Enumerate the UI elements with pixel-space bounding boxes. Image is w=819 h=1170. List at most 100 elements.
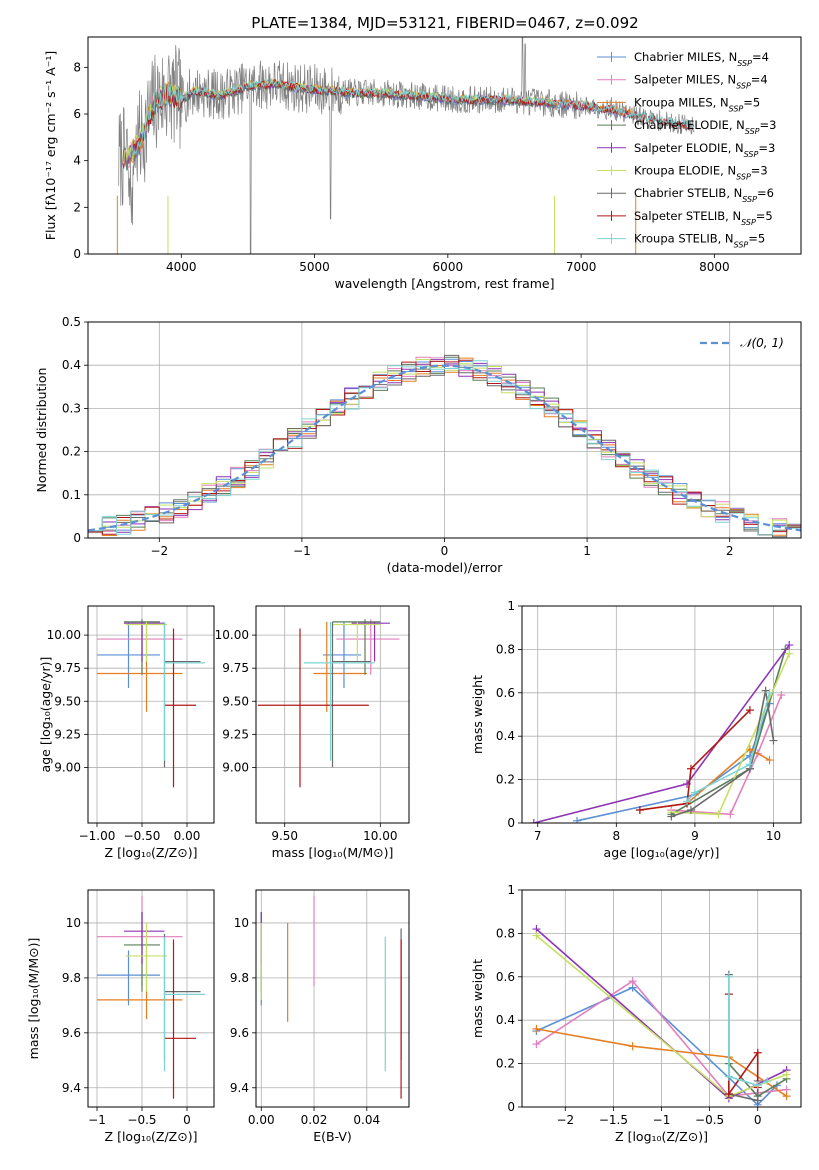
histogram-salpeter-stelib [88, 359, 801, 536]
y-tick-label: 9.75 [222, 661, 249, 675]
y-axis-label: mass [log₁₀(M/M⊙)] [26, 938, 41, 1060]
errorbar-chabrier-miles [97, 950, 160, 1006]
y-tick-label: 2 [73, 200, 81, 214]
x-axis-label: E(B-V) [313, 1129, 352, 1144]
errorbar-chabrier-stelib [331, 621, 371, 768]
series-line-salpeter-miles [671, 694, 783, 816]
series-point [667, 812, 676, 821]
series-point [753, 1048, 762, 1057]
y-tick-label: 9.00 [54, 760, 81, 774]
series-point [690, 788, 699, 797]
x-axis-label: Z [log₁₀(Z/Z⊙)] [615, 1129, 708, 1144]
errorbar-kroupa-stelib [163, 936, 205, 1072]
x-tick-label: 8 [612, 829, 620, 843]
y-tick-label: 10 [66, 916, 81, 930]
x-axis-label: Z [log₁₀(Z/Z⊙)] [105, 845, 198, 860]
series-point [532, 931, 541, 940]
series-point [686, 764, 695, 773]
x-tick-label: −2 [150, 544, 168, 558]
plot-area-massweight-Z [532, 925, 791, 1107]
y-tick-label: 0 [73, 247, 81, 261]
legend-label-salpeter-elodie: Salpeter ELODIE, NSSP=3 [634, 141, 775, 159]
series-point [782, 1070, 791, 1079]
errorbar-salpeter-miles [97, 895, 183, 987]
plot-area-residuals [88, 354, 801, 538]
legend-label-kroupa-elodie: Kroupa ELODIE, NSSP=3 [634, 164, 768, 182]
legend-label-salpeter-stelib: Salpeter STELIB, NSSP=5 [634, 209, 773, 227]
plot-area-spectrum [116, 37, 695, 254]
series-point [765, 756, 774, 765]
y-tick-label: 9.8 [62, 971, 81, 985]
panel-mass-ebv: 0.00 0.02 0.04 9.4 9.6 9.8 10 E(B-V) [230, 889, 410, 1144]
y-tick-label: 9.75 [54, 661, 81, 675]
series-line-kroupa-stelib [686, 692, 771, 802]
plot-area-age-Z [97, 619, 205, 788]
series-point [782, 1092, 791, 1101]
data-spectrum-line [118, 37, 695, 254]
errorbar-kroupa-elodie [125, 922, 168, 992]
y-tick-label: 0 [507, 816, 515, 830]
series-point [785, 649, 794, 658]
axes-frame [521, 889, 802, 1108]
x-axis-label: (data-model)/error [387, 560, 504, 575]
y-tick-label: 9.6 [230, 1026, 249, 1040]
y-tick-label: 0.2 [62, 445, 81, 459]
x-axis-label: mass [log₁₀(M/M⊙)] [272, 845, 394, 860]
x-tick-label: 0.04 [353, 1113, 380, 1127]
x-tick-label: 5000 [299, 260, 330, 274]
legend-label-chabrier-elodie: Chabrier ELODIE, NSSP=3 [634, 118, 776, 136]
y-tick-label: 9.4 [62, 1081, 81, 1095]
legend-label-salpeter-miles: Salpeter MILES, NSSP=4 [634, 73, 768, 91]
y-tick-label: 0.6 [496, 970, 515, 984]
series-point [724, 1072, 733, 1081]
series-line-salpeter-stelib [639, 709, 751, 811]
legend-label-chabrier-miles: Chabrier MILES, NSSP=4 [634, 50, 769, 68]
series-point [769, 736, 778, 745]
series-point [765, 688, 774, 697]
x-tick-label: 0.00 [174, 829, 201, 843]
axes-frame [521, 605, 802, 824]
y-tick-label: 0.4 [62, 358, 81, 372]
plot-area-age-mass [257, 619, 400, 788]
y-tick-label: 0.8 [496, 926, 515, 940]
errorbar-salpeter-elodie [351, 621, 390, 662]
y-tick-label: 0.8 [496, 642, 515, 656]
x-tick-label: 0 [183, 1113, 191, 1127]
panel-residuals: −2 −1 0 1 2 0 0.1 0.2 0.3 0.4 0.5 𝒩(0, 1) (data-mode… [34, 315, 802, 575]
legend-label-chabrier-stelib: Chabrier STELIB, NSSP=6 [634, 186, 774, 204]
x-tick-label: 0 [754, 1113, 762, 1127]
y-tick-label: 0 [507, 1100, 515, 1114]
y-tick-label: 1 [507, 883, 515, 897]
y-tick-label: 6 [73, 107, 81, 121]
x-tick-label: 0.02 [301, 1113, 328, 1127]
y-tick-label: 10.00 [47, 628, 81, 642]
series-point [745, 706, 754, 715]
x-tick-label: 9 [691, 829, 699, 843]
series-point [532, 1024, 541, 1033]
series-point [753, 1081, 762, 1090]
y-tick-label: 9.6 [62, 1026, 81, 1040]
plot-area-mass-ebv [260, 895, 402, 1099]
series-point [726, 810, 735, 819]
axes-frame [87, 36, 802, 255]
series-point [628, 977, 637, 986]
axes-frame [255, 605, 410, 824]
errorbar-salpeter-stelib [164, 628, 196, 788]
y-axis-label: Flux [fλ10⁻¹⁷ erg cm⁻² s⁻¹ A⁻¹] [43, 51, 58, 240]
model-spectrum-kroupa-stelib [130, 77, 695, 158]
y-tick-label: 9.50 [222, 694, 249, 708]
x-tick-label: −0.5 [127, 1113, 156, 1127]
x-tick-label: −2 [556, 1113, 574, 1127]
y-tick-label: 0.2 [496, 773, 515, 787]
errorbar-salpeter-miles [97, 619, 183, 675]
errorbar-kroupa-stelib [163, 621, 205, 761]
panel-age-mass: 9.50 10.00 9.00 9.25 9.50 9.75 10.00 mass [log₁… [215, 605, 410, 860]
errorbar-kroupa-miles [97, 942, 183, 1020]
series-point [753, 1096, 762, 1105]
panel-massweight-age: 7 8 9 10 0 0.2 0.4 0.6 0.8 1 age [log₁₀(age/yr)] ma… [470, 599, 802, 860]
x-tick-label: 0.00 [248, 1113, 275, 1127]
x-tick-label: 4000 [166, 260, 197, 274]
panel-mass-Z: −1 −0.5 0 9.4 9.6 9.8 10 Z [log₁₀(Z/Z⊙)] mass [l… [26, 889, 215, 1144]
series-line-kroupa-stelib [728, 976, 768, 1087]
series-point [529, 819, 538, 823]
